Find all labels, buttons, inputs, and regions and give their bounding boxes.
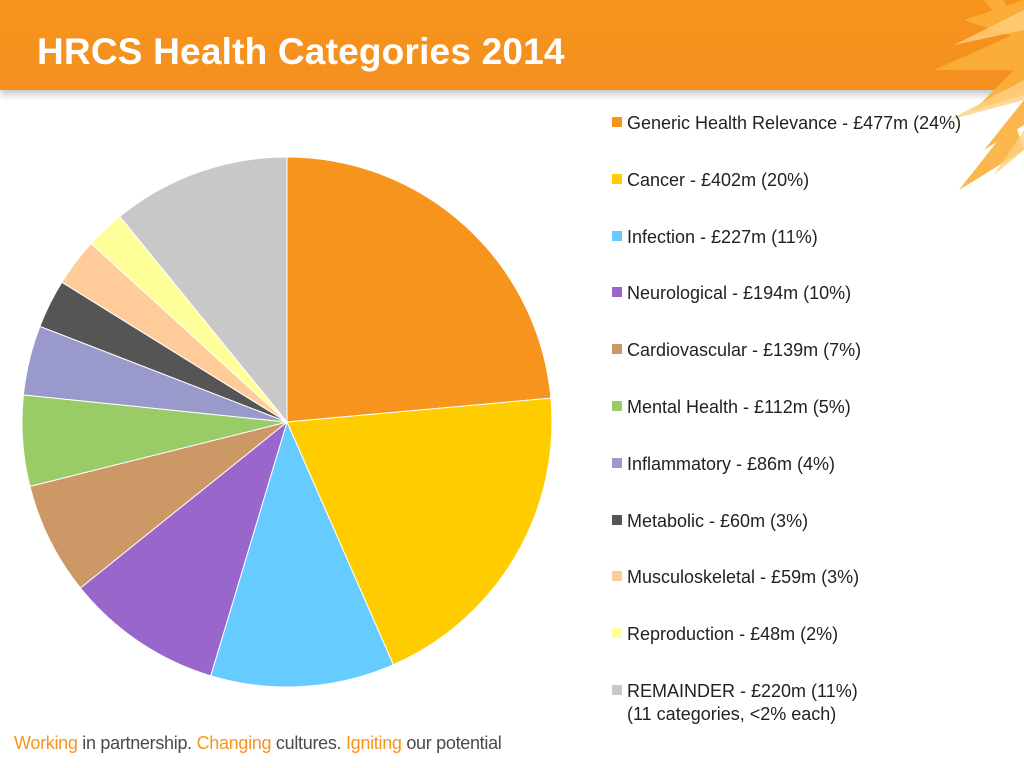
footer-working: Working	[14, 733, 78, 753]
pie-slice-generic-health-relevance	[286, 156, 552, 423]
footer-tagline: Working in partnership. Changing culture…	[14, 733, 502, 754]
legend-label: Infection - £227m (11%)	[627, 226, 818, 249]
legend-label-text: Inflammatory - £86m (4%)	[627, 453, 836, 474]
legend-label-text: Cardiovascular - £139m (7%)	[627, 340, 862, 361]
legend-swatch	[612, 401, 622, 411]
legend-label: Musculoskeletal - £59m (3%)	[627, 566, 859, 589]
legend-item: Neurological - £194m (10%)	[612, 282, 851, 305]
footer-igniting: Igniting	[345, 733, 402, 753]
pie-slice-cancer	[286, 397, 553, 666]
legend-label-text: REMAINDER - £220m (11%)	[627, 681, 858, 701]
legend-label: Cancer - £402m (20%)	[627, 169, 809, 192]
legend-item: Metabolic - £60m (3%)	[612, 510, 808, 533]
legend-swatch	[612, 287, 622, 298]
legend-label: Reproduction - £48m (2%)	[627, 623, 838, 646]
pie-slice-infection	[210, 420, 394, 688]
legend-swatch	[612, 344, 622, 355]
legend-label: REMAINDER - £220m (11%) (11 categories, <…	[627, 680, 858, 726]
legend-label-text: Reproduction - £48m (2%)	[627, 624, 839, 645]
legend-item: Cardiovascular - £139m (7%)	[612, 339, 861, 362]
legend-item: REMAINDER - £220m (11%) (11 categories, <…	[612, 680, 858, 726]
legend-swatch	[612, 628, 622, 639]
legend-swatch	[612, 571, 622, 582]
pie-chart	[21, 156, 553, 688]
legend-label: Cardiovascular - £139m (7%)	[627, 339, 861, 362]
legend-item: Infection - £227m (11%)	[612, 226, 818, 249]
legend-label: Mental Health - £112m (5%)	[627, 396, 851, 419]
legend-label-text: Infection - £227m (11%)	[627, 226, 818, 247]
legend-label: Neurological - £194m (10%)	[627, 282, 851, 305]
legend-note: (11 categories, <2% each)	[627, 704, 837, 724]
legend-label-text: Musculoskeletal - £59m (3%)	[627, 567, 860, 588]
legend-label-text: Metabolic - £60m (3%)	[627, 510, 809, 531]
legend-swatch	[612, 514, 622, 525]
footer-cultures: cultures.	[271, 733, 346, 753]
footer-our-potential: our potential	[401, 733, 502, 753]
legend-swatch	[612, 117, 622, 127]
legend-item: Reproduction - £48m (2%)	[612, 623, 838, 646]
pie-slice-neurological	[79, 420, 288, 677]
legend-item: Inflammatory - £86m (4%)	[612, 453, 835, 476]
legend-label: Generic Health Relevance - £477m (24%)	[627, 112, 961, 135]
legend-item: Cancer - £402m (20%)	[612, 169, 809, 192]
sunburst-decoration	[934, 0, 1024, 190]
legend-label-text: Mental Health - £112m (5%)	[627, 397, 851, 417]
legend-label: Inflammatory - £86m (4%)	[627, 453, 835, 476]
legend-label-text: Neurological - £194m (10%)	[627, 283, 852, 304]
legend-item: Mental Health - £112m (5%)	[612, 396, 851, 419]
legend-label: Metabolic - £60m (3%)	[627, 510, 808, 533]
legend-swatch	[612, 457, 622, 468]
footer-changing: Changing	[196, 733, 272, 753]
legend-item: Musculoskeletal - £59m (3%)	[612, 566, 859, 589]
title-bar: HRCS Health Categories 2014	[0, 0, 1024, 90]
pie-slice-remainder	[119, 156, 288, 424]
legend-swatch	[612, 173, 622, 184]
pie-slice-cardiovascular	[29, 421, 288, 589]
page-title: HRCS Health Categories 2014	[37, 31, 565, 72]
legend-swatch	[612, 685, 622, 695]
legend-item: Generic Health Relevance - £477m (24%)	[612, 112, 961, 135]
legend-swatch	[612, 230, 622, 241]
legend-label-text: Cancer - £402m (20%)	[627, 169, 810, 190]
legend-label-text: Generic Health Relevance - £477m (24%)	[627, 113, 962, 133]
footer-in-partnership: in partnership.	[77, 733, 197, 753]
